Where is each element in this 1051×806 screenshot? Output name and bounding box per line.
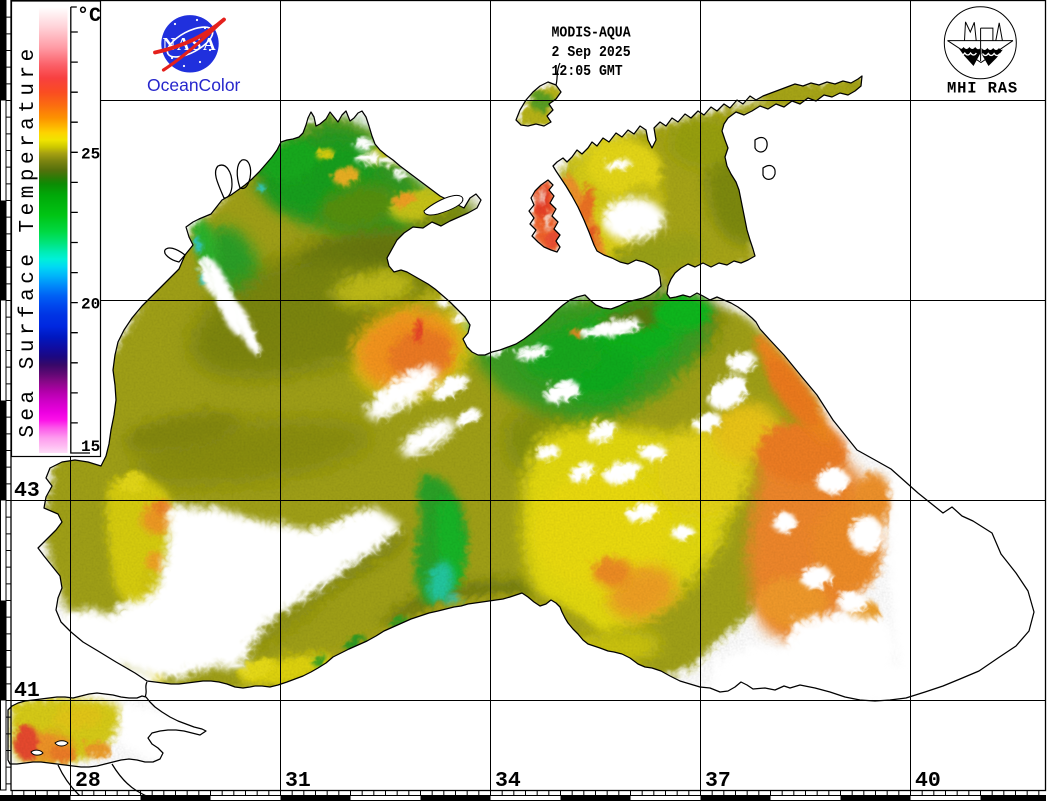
svg-text:12:05 GMT: 12:05 GMT: [552, 63, 623, 80]
svg-text:43: 43: [14, 479, 40, 503]
svg-text:°C: °C: [77, 5, 101, 28]
svg-text:25: 25: [81, 146, 100, 164]
svg-text:28: 28: [75, 769, 101, 793]
svg-text:2 Sep 2025: 2 Sep 2025: [552, 44, 631, 61]
svg-text:Sea Surface Temperature: Sea Surface Temperature: [17, 44, 40, 437]
svg-text:41: 41: [14, 679, 40, 703]
svg-text:37: 37: [705, 769, 731, 793]
svg-text:OceanColor: OceanColor: [147, 75, 241, 95]
svg-text:15: 15: [81, 438, 100, 456]
svg-text:34: 34: [495, 769, 521, 793]
svg-text:MHI RAS: MHI RAS: [947, 80, 1018, 98]
svg-text:31: 31: [285, 769, 311, 793]
svg-text:40: 40: [915, 769, 941, 793]
svg-text:MODIS-AQUA: MODIS-AQUA: [552, 25, 632, 42]
svg-text:20: 20: [81, 296, 100, 314]
